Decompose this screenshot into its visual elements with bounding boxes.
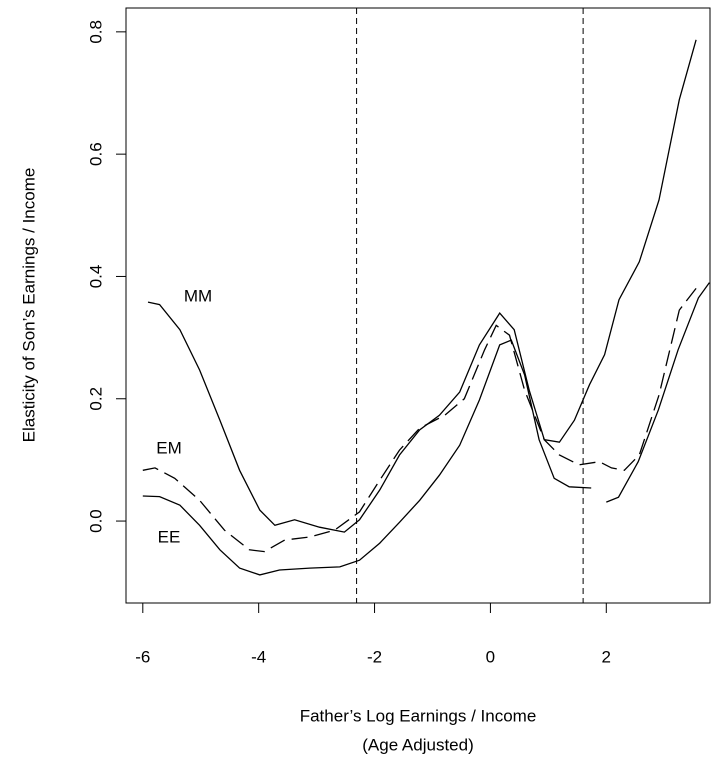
y-tick-label: 0.2 (86, 387, 105, 411)
y-tick-label: 0.6 (86, 142, 105, 166)
series-line (142, 286, 698, 553)
series-line (142, 282, 710, 576)
y-tick-label: 0.4 (86, 265, 105, 289)
x-tick-label: 2 (602, 647, 611, 666)
x-axis-label: (Age Adjusted) (362, 735, 474, 754)
y-tick-label: 0.8 (86, 20, 105, 44)
series-label: EE (158, 527, 181, 546)
x-axis-label: Father’s Log Earnings / Income (300, 706, 537, 725)
series-label: MM (184, 286, 212, 305)
series-label: EM (156, 438, 182, 457)
y-axis-label: Elasticity of Son’s Earnings / Income (19, 168, 38, 443)
series-line (147, 39, 697, 533)
y-tick-label: 0.0 (86, 509, 105, 533)
x-tick-label: 0 (486, 647, 495, 666)
x-tick-label: -2 (367, 647, 382, 666)
x-tick-label: -6 (135, 647, 150, 666)
plot-frame (125, 7, 711, 604)
x-tick-label: -4 (251, 647, 266, 666)
